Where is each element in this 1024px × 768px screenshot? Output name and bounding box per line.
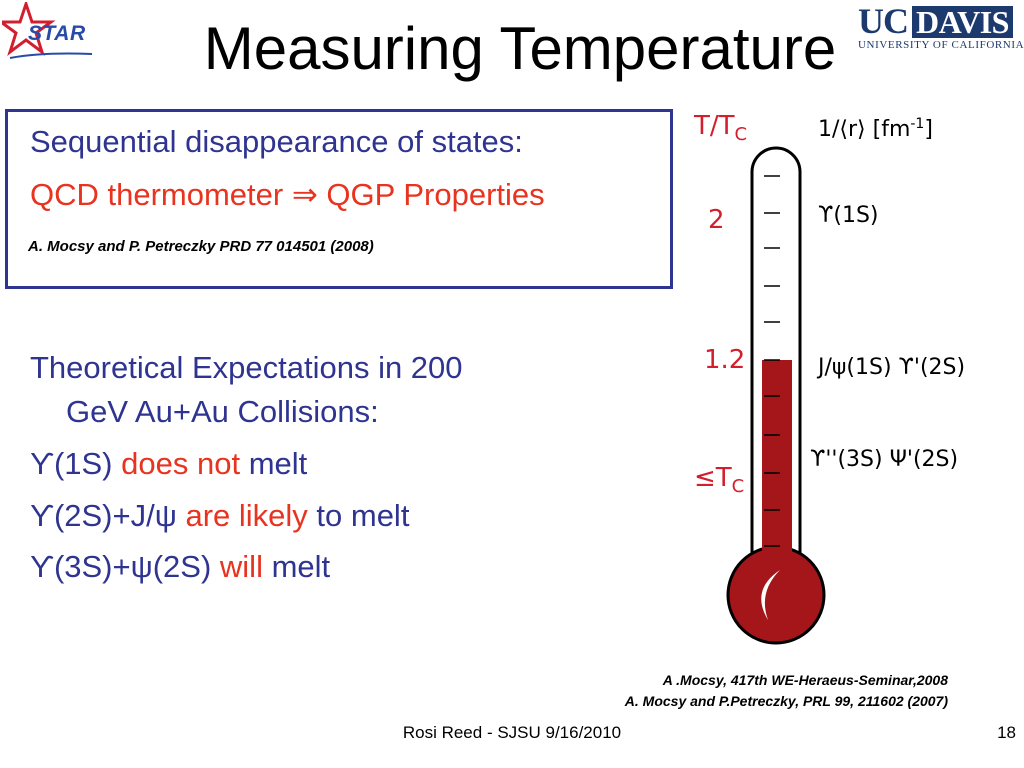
star-logo-icon — [2, 2, 93, 59]
uc-davis-logo: UC DAVIS UNIVERSITY OF CALIFORNIA — [858, 2, 1024, 52]
scale-label-2: 2 — [708, 205, 725, 235]
bulb-highlight — [761, 570, 780, 620]
reference-2: A. Mocsy and P.Petreczky, PRL 99, 211602… — [624, 693, 948, 709]
highlight-box — [5, 109, 673, 289]
thermometer-diagram: T/TC 1/⟨r⟩ [fm-1] 2 1.2 ≤TC ϒ(1S) J/ψ(1S… — [693, 111, 965, 645]
box-heading: Sequential disappearance of states: — [30, 124, 523, 159]
bullet-emphasis: will — [219, 549, 263, 584]
header-t-over-tc: T/TC — [693, 111, 747, 145]
bullet-upsilon-3s: ϒ(3S)+ψ(2S) will melt — [30, 549, 330, 585]
expectations-line-2: GeV Au+Au Collisions: — [66, 394, 379, 429]
footer-text: Rosi Reed - SJSU 9/16/2010 — [402, 723, 622, 742]
bullet-emphasis: are likely — [185, 498, 308, 533]
bullet-upsilon-2s: ϒ(2S)+J/ψ are likely to melt — [30, 498, 409, 534]
thermometer-neck — [762, 540, 792, 560]
bullet-state: ϒ(1S) — [30, 446, 113, 481]
state-jpsi-upsilon-2s: J/ψ(1S) ϒ'(2S) — [816, 355, 965, 380]
logo-university-text: UNIVERSITY OF CALIFORNIA — [858, 39, 1024, 51]
expectations-line-1: Theoretical Expectations in 200 — [30, 350, 463, 385]
header-inverse-radius: 1/⟨r⟩ [fm-1] — [818, 116, 933, 142]
thermometer-bulb — [726, 545, 826, 645]
scale-label-1-2: 1.2 — [704, 345, 745, 375]
bullet-rest: melt — [248, 446, 308, 481]
bullet-upsilon-1s: ϒ(1S) does not melt — [30, 446, 307, 482]
bullet-state: ϒ(3S)+ψ(2S) — [30, 549, 212, 584]
state-upsilon-1s: ϒ(1S) — [818, 203, 879, 228]
page-number: 18 — [997, 723, 1016, 742]
box-citation: A. Mocsy and P. Petreczky PRD 77 014501 … — [28, 238, 374, 255]
logo-davis-text: DAVIS — [912, 6, 1013, 38]
bullet-state: ϒ(2S)+J/ψ — [30, 498, 177, 533]
bullet-rest: to melt — [316, 498, 410, 533]
star-logo-text: STAR — [28, 22, 86, 45]
reference-1: A .Mocsy, 417th WE-Heraeus-Seminar,2008 — [662, 672, 948, 688]
scale-label-tc: ≤TC — [694, 463, 744, 497]
bullet-rest: melt — [271, 549, 331, 584]
logo-uc-text: UC — [858, 1, 909, 41]
slide-title: Measuring Temperature — [203, 15, 837, 82]
box-subheading: QCD thermometer ⇒ QGP Properties — [30, 177, 545, 212]
bullet-emphasis: does not — [121, 446, 241, 481]
state-upsilon-3s-psi-2s: ϒ''(3S) Ψ'(2S) — [810, 447, 958, 472]
thermometer-ticks — [764, 175, 780, 547]
